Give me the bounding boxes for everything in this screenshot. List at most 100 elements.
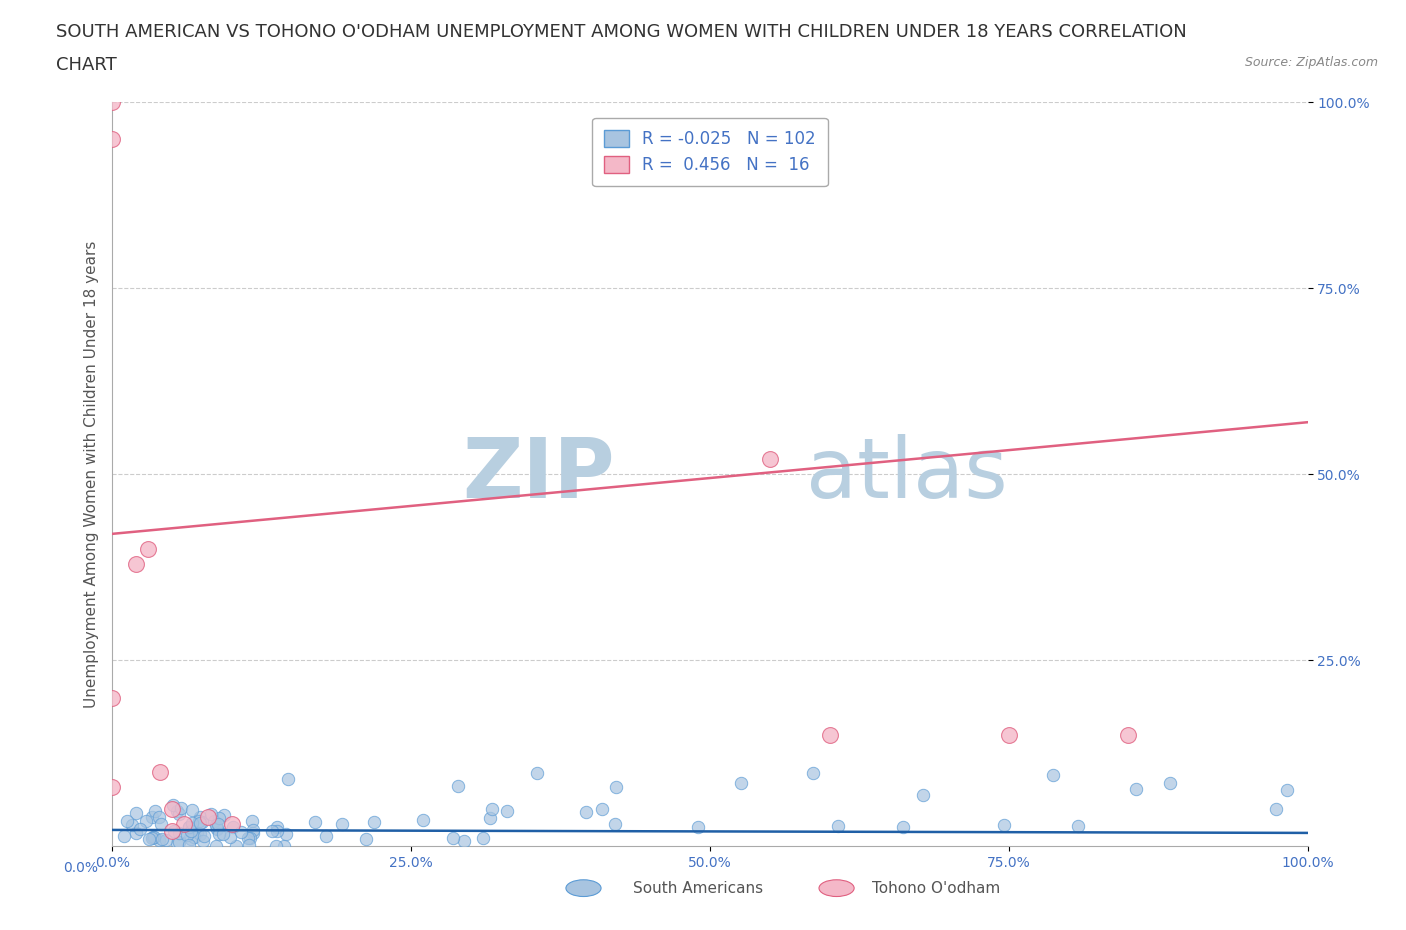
Point <box>180 824 202 839</box>
Point <box>188 826 211 841</box>
Point <box>827 819 849 834</box>
Point <box>1042 767 1064 782</box>
Legend: R = -0.025   N = 102, R =  0.456   N =  16: R = -0.025 N = 102, R = 0.456 N = 16 <box>592 118 828 186</box>
Point <box>276 827 298 842</box>
Point <box>277 771 299 786</box>
Point <box>166 804 188 818</box>
Point <box>575 804 598 819</box>
Point <box>167 806 190 821</box>
Point <box>801 765 824 780</box>
Point <box>176 828 198 843</box>
Point <box>180 803 202 817</box>
Point <box>101 95 124 110</box>
Point <box>891 819 914 834</box>
Point <box>190 814 212 829</box>
Y-axis label: Unemployment Among Women with Children Under 18 years: Unemployment Among Women with Children U… <box>83 241 98 708</box>
Point <box>162 824 183 839</box>
Point <box>264 839 287 854</box>
Point <box>150 817 173 831</box>
Point <box>242 822 264 837</box>
Point <box>180 831 202 846</box>
Point <box>998 727 1021 742</box>
Point <box>142 830 165 844</box>
Point <box>208 827 231 842</box>
Point <box>125 805 148 820</box>
Point <box>472 830 495 845</box>
Point <box>197 809 219 824</box>
Point <box>149 764 172 779</box>
Point <box>143 804 166 818</box>
Point <box>142 830 165 844</box>
Point <box>478 811 501 826</box>
Point <box>759 452 782 467</box>
Point <box>225 839 247 854</box>
Point <box>177 837 200 852</box>
Text: South Americans: South Americans <box>633 881 763 896</box>
Point <box>112 829 135 844</box>
Point <box>496 804 519 818</box>
Point <box>591 802 613 817</box>
Point <box>207 817 229 832</box>
Point <box>179 819 201 834</box>
Point <box>138 541 160 556</box>
Point <box>266 823 288 838</box>
Point <box>163 823 186 838</box>
Point <box>273 839 295 854</box>
Point <box>204 817 226 832</box>
Point <box>526 765 548 780</box>
Point <box>125 825 148 840</box>
Point <box>101 690 124 705</box>
Point <box>363 815 385 830</box>
Point <box>686 819 709 834</box>
Point <box>993 818 1015 833</box>
Point <box>188 810 211 825</box>
Point <box>222 819 245 834</box>
Point <box>207 820 229 835</box>
Point <box>260 823 283 838</box>
Point <box>1277 782 1299 797</box>
Point <box>186 824 208 839</box>
Point <box>167 834 190 849</box>
Point <box>208 811 231 826</box>
Point <box>205 838 228 853</box>
Text: 0.0%: 0.0% <box>63 861 98 875</box>
Point <box>242 826 264 841</box>
Text: CHART: CHART <box>56 56 117 73</box>
Point <box>315 829 337 844</box>
Point <box>188 816 211 830</box>
Point <box>101 779 124 794</box>
Point <box>240 814 263 829</box>
Point <box>162 798 184 813</box>
Point <box>148 832 170 847</box>
Point <box>218 830 240 844</box>
Text: SOUTH AMERICAN VS TOHONO O'ODHAM UNEMPLOYMENT AMONG WOMEN WITH CHILDREN UNDER 18: SOUTH AMERICAN VS TOHONO O'ODHAM UNEMPLO… <box>56 23 1187 41</box>
Point <box>101 132 124 147</box>
Point <box>162 802 183 817</box>
Text: Source: ZipAtlas.com: Source: ZipAtlas.com <box>1244 56 1378 69</box>
Point <box>447 778 470 793</box>
Point <box>141 830 163 845</box>
Point <box>138 832 160 847</box>
Point <box>179 820 201 835</box>
Point <box>121 817 143 832</box>
Point <box>221 817 243 831</box>
Point <box>129 821 152 836</box>
Point <box>304 814 326 829</box>
Point <box>453 833 475 848</box>
Point <box>266 819 288 834</box>
Text: atlas: atlas <box>806 433 1007 515</box>
Point <box>239 830 262 845</box>
Point <box>125 556 148 571</box>
Point <box>167 825 190 840</box>
Point <box>605 779 627 794</box>
Point <box>166 836 188 851</box>
Point <box>1118 727 1140 742</box>
Point <box>481 802 503 817</box>
Text: ZIP: ZIP <box>463 433 614 515</box>
Point <box>135 814 157 829</box>
Point <box>229 824 252 839</box>
Point <box>187 814 209 829</box>
Point <box>115 814 138 829</box>
Point <box>441 830 464 845</box>
Point <box>354 831 377 846</box>
